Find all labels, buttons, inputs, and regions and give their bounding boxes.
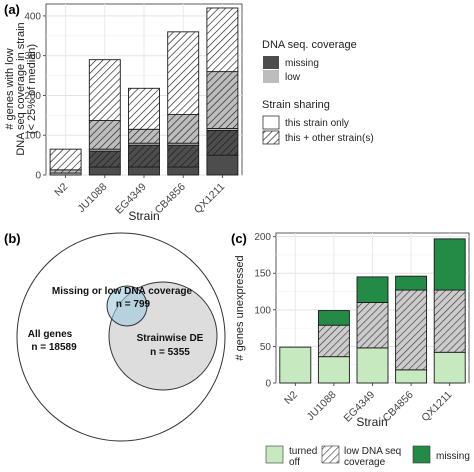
legend-swatch-low-dna: [321, 445, 340, 464]
c-bar-cb4856-segment: [395, 275, 428, 291]
a-bar-ju1088-segment: [88, 59, 121, 121]
legend-coverage-title: DNA seq. coverage: [262, 39, 357, 51]
c-bar-qx1211-segment: [433, 238, 466, 291]
a-bar-eg4349-segment: [128, 144, 160, 168]
c-y-tick-label: 200: [254, 232, 271, 243]
c-bar-cb4856-segment: [395, 289, 428, 371]
legend-label-shared: this + other strain(s): [285, 133, 374, 144]
venn-label-missing-low: Missing or low DNA coverage: [52, 286, 193, 297]
c-bar-ju1088-segment: [317, 356, 350, 384]
a-bar-cb4856-segment: [167, 114, 200, 144]
a-bar-qx1211-segment: [206, 7, 239, 73]
legend-swatch-shared: [262, 130, 280, 145]
a-x-tick-label: QX1211: [192, 181, 227, 216]
a-bar-qx1211-segment: [206, 130, 239, 156]
a-bar-qx1211-segment: [206, 71, 239, 129]
a-bar-cb4856-segment: [167, 144, 200, 168]
legend-swatch-this-strain-only: [262, 115, 280, 130]
legend-label-this-strain-only: this strain only: [285, 118, 349, 129]
venn-diagram: Missing or low DNA coverage n = 799 All …: [16, 232, 226, 442]
c-x-tick-label: JU1088: [305, 389, 339, 423]
a-bar-ju1088-segment: [88, 120, 121, 150]
c-y-tick-label: 50: [260, 342, 272, 353]
a-y-tick-label: 400: [24, 11, 41, 22]
a-bar-eg4349-segment: [128, 87, 160, 130]
a-bar-qx1211-segment: [206, 154, 239, 176]
legend-label-low-dna-line-2: coverage: [344, 457, 386, 468]
chart-c-bars: [279, 238, 466, 384]
legend-swatch-missing: [263, 56, 279, 69]
panel-label-a: (a): [4, 2, 20, 17]
chart-a-y-axis: 0 100 200 300 400: [24, 11, 46, 182]
venn-label-all-genes: All genes: [28, 329, 73, 340]
a-bar-n2-segment: [49, 169, 82, 174]
c-bar-eg4349-segment: [356, 347, 389, 384]
a-bar-ju1088-segment: [88, 150, 121, 168]
legend-sharing-title: Strain sharing: [262, 99, 330, 111]
venn-count-all-genes: n = 18589: [31, 342, 77, 353]
a-y-tick-label: 200: [24, 91, 41, 102]
venn-label-strainwise-de: Strainwise DE: [137, 333, 204, 344]
chart-a-y-label-line-1: # genes with low: [4, 48, 16, 129]
chart-c-x-label: Strain: [356, 415, 387, 429]
legend-swatch-turned-off: [265, 445, 284, 464]
a-bar-eg4349-segment: [128, 166, 160, 176]
legend-label-low-dna-line-1: low DNA seq: [344, 446, 401, 457]
a-x-tick-label: N2: [52, 181, 70, 199]
a-y-tick-label: 100: [24, 131, 41, 142]
c-bar-ju1088-segment: [317, 310, 350, 326]
panel-label-b: (b): [4, 231, 21, 246]
legend-label-missing-c: missing: [436, 451, 470, 462]
a-bar-cb4856-segment: [167, 31, 200, 116]
legend-label-low: low: [285, 72, 301, 83]
c-bar-ju1088-segment: [317, 324, 350, 358]
venn-count-strainwise-de: n = 5355: [150, 347, 190, 358]
chart-c-y-axis: 0 50 100 150 200: [254, 232, 276, 390]
legend-swatch-missing-c: [412, 445, 431, 464]
a-y-tick-label: 300: [24, 51, 41, 62]
c-bar-qx1211-segment: [433, 289, 466, 353]
c-x-tick-label: QX1211: [419, 389, 454, 424]
legend-label-missing: missing: [285, 58, 319, 69]
c-bar-n2-segment: [279, 346, 312, 384]
chart-a-legend: DNA seq. coverage missing low Strain sha…: [262, 39, 374, 145]
c-x-tick-label: N2: [282, 389, 300, 407]
legend-swatch-low: [263, 70, 279, 83]
legend-label-turned-off-line-2: off: [289, 457, 300, 468]
a-bar-n2-segment: [49, 148, 82, 171]
c-y-tick-label: 0: [265, 379, 271, 390]
c-y-tick-label: 150: [254, 269, 271, 280]
chart-a-bars: [49, 7, 239, 176]
chart-a-y-label-line-3: (< 25% of median): [26, 44, 38, 134]
a-bar-eg4349-segment: [128, 128, 160, 144]
a-bar-cb4856-segment: [167, 166, 200, 176]
c-bar-eg4349-segment: [356, 302, 389, 349]
panel-label-c: (c): [231, 231, 247, 246]
chart-c-y-label: # genes unexpressed: [234, 255, 246, 360]
a-x-tick-label: JU1088: [75, 181, 109, 215]
a-y-tick-label: 0: [35, 171, 41, 182]
venn-set-missing-low-coverage: [106, 285, 148, 327]
c-y-tick-label: 100: [254, 305, 271, 316]
c-bar-eg4349-segment: [356, 276, 389, 303]
c-bar-qx1211-segment: [433, 351, 466, 384]
chart-a-y-label-line-2: DNA seq coverage in strain: [15, 22, 27, 155]
chart-c-legend: turned off low DNA seq coverage missing: [265, 445, 470, 468]
venn-count-missing-low: n = 799: [116, 299, 151, 310]
c-bar-cb4856-segment: [395, 369, 428, 384]
legend-label-turned-off-line-1: turned: [289, 446, 317, 457]
chart-a-x-label: Strain: [128, 209, 159, 223]
a-bar-ju1088-segment: [88, 166, 121, 176]
